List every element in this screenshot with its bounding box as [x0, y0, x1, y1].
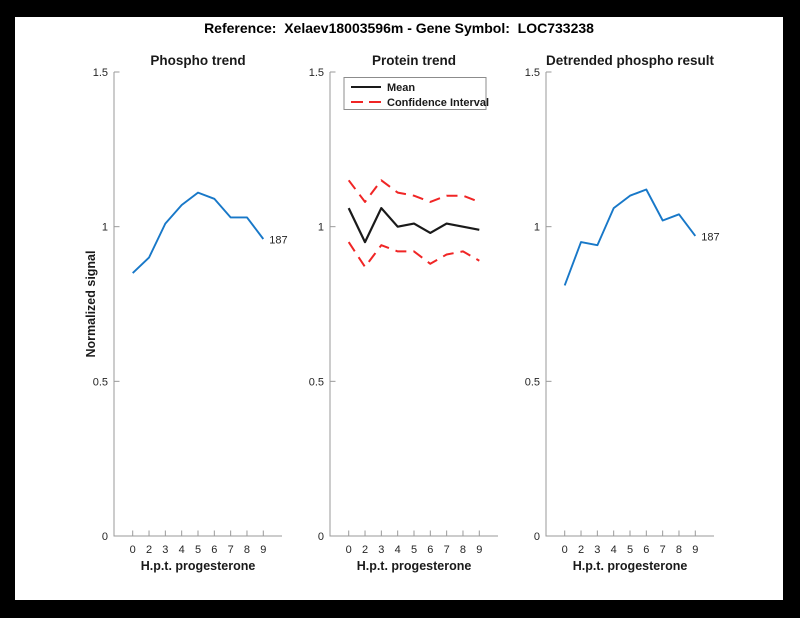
x-tick-label: 4	[179, 544, 185, 556]
x-tick-label: 5	[627, 544, 633, 556]
x-tick-label: 3	[378, 544, 384, 556]
axes-spines	[329, 72, 498, 537]
x-axis-label: H.p.t. progesterone	[357, 559, 472, 573]
series-end-annotation: 187	[269, 235, 287, 247]
series-confidence-interval-lower-line	[347, 241, 480, 268]
x-tick-label: 7	[660, 544, 666, 556]
y-tick-label: 1	[534, 222, 540, 234]
y-tick-label: 0.5	[309, 376, 324, 388]
axes-spines	[545, 72, 714, 537]
figure-background	[15, 17, 783, 600]
legend-box	[343, 77, 487, 110]
x-tick-label: 2	[362, 544, 368, 556]
x-tick-label: 3	[162, 544, 168, 556]
subplot-title: Protein trend	[372, 53, 456, 68]
x-tick-label: 2	[146, 544, 152, 556]
y-tick-label: 1.5	[525, 67, 540, 79]
series-mean-line	[347, 207, 480, 244]
legend: Mean Confidence Interval	[343, 77, 489, 110]
x-axis-label: H.p.t. progesterone	[141, 559, 256, 573]
y-tick-label: 1.5	[93, 67, 108, 79]
y-tick-label: 0	[318, 531, 324, 543]
x-tick-label: 0	[562, 544, 568, 556]
y-tick-label: 1	[102, 222, 108, 234]
x-tick-label: 8	[244, 544, 250, 556]
series-end-annotation: 187	[701, 231, 719, 243]
x-tick-label: 8	[460, 544, 466, 556]
legend-label: Mean	[387, 82, 415, 94]
y-tick-label: 0.5	[525, 376, 540, 388]
x-tick-label: 9	[692, 544, 698, 556]
x-tick-label: 2	[578, 544, 584, 556]
y-axis-label: Normalized signal	[84, 251, 98, 358]
y-tick-label: 0.5	[93, 376, 108, 388]
x-tick-label: 5	[195, 544, 201, 556]
subplot-title: Detrended phospho result	[546, 53, 715, 68]
series-phospho-signal-line	[132, 191, 265, 274]
x-tick-label: 7	[444, 544, 450, 556]
x-tick-label: 3	[594, 544, 600, 556]
x-tick-label: 5	[411, 544, 417, 556]
x-tick-label: 9	[260, 544, 266, 556]
series-confidence-interval-upper-line	[347, 179, 480, 203]
x-tick-label: 4	[611, 544, 617, 556]
legend-label: Confidence Interval	[387, 97, 489, 109]
y-tick-label: 1	[318, 222, 324, 234]
x-tick-label: 8	[676, 544, 682, 556]
y-tick-label: 1.5	[309, 67, 324, 79]
x-tick-label: 6	[643, 544, 649, 556]
x-tick-label: 9	[476, 544, 482, 556]
series-detrended-phospho-signal-line	[563, 188, 697, 286]
x-tick-label: 0	[130, 544, 136, 556]
x-tick-label: 6	[211, 544, 217, 556]
figure-title: Reference: Xelaev18003596m - Gene Symbol…	[204, 20, 594, 36]
x-axis-label: H.p.t. progesterone	[573, 559, 688, 573]
y-tick-label: 0	[102, 531, 108, 543]
y-tick-label: 0	[534, 531, 540, 543]
x-tick-label: 4	[395, 544, 401, 556]
subplot-title: Phospho trend	[150, 53, 245, 68]
x-tick-label: 7	[228, 544, 234, 556]
axes-spines	[113, 72, 282, 537]
x-tick-label: 0	[346, 544, 352, 556]
x-tick-label: 6	[427, 544, 433, 556]
